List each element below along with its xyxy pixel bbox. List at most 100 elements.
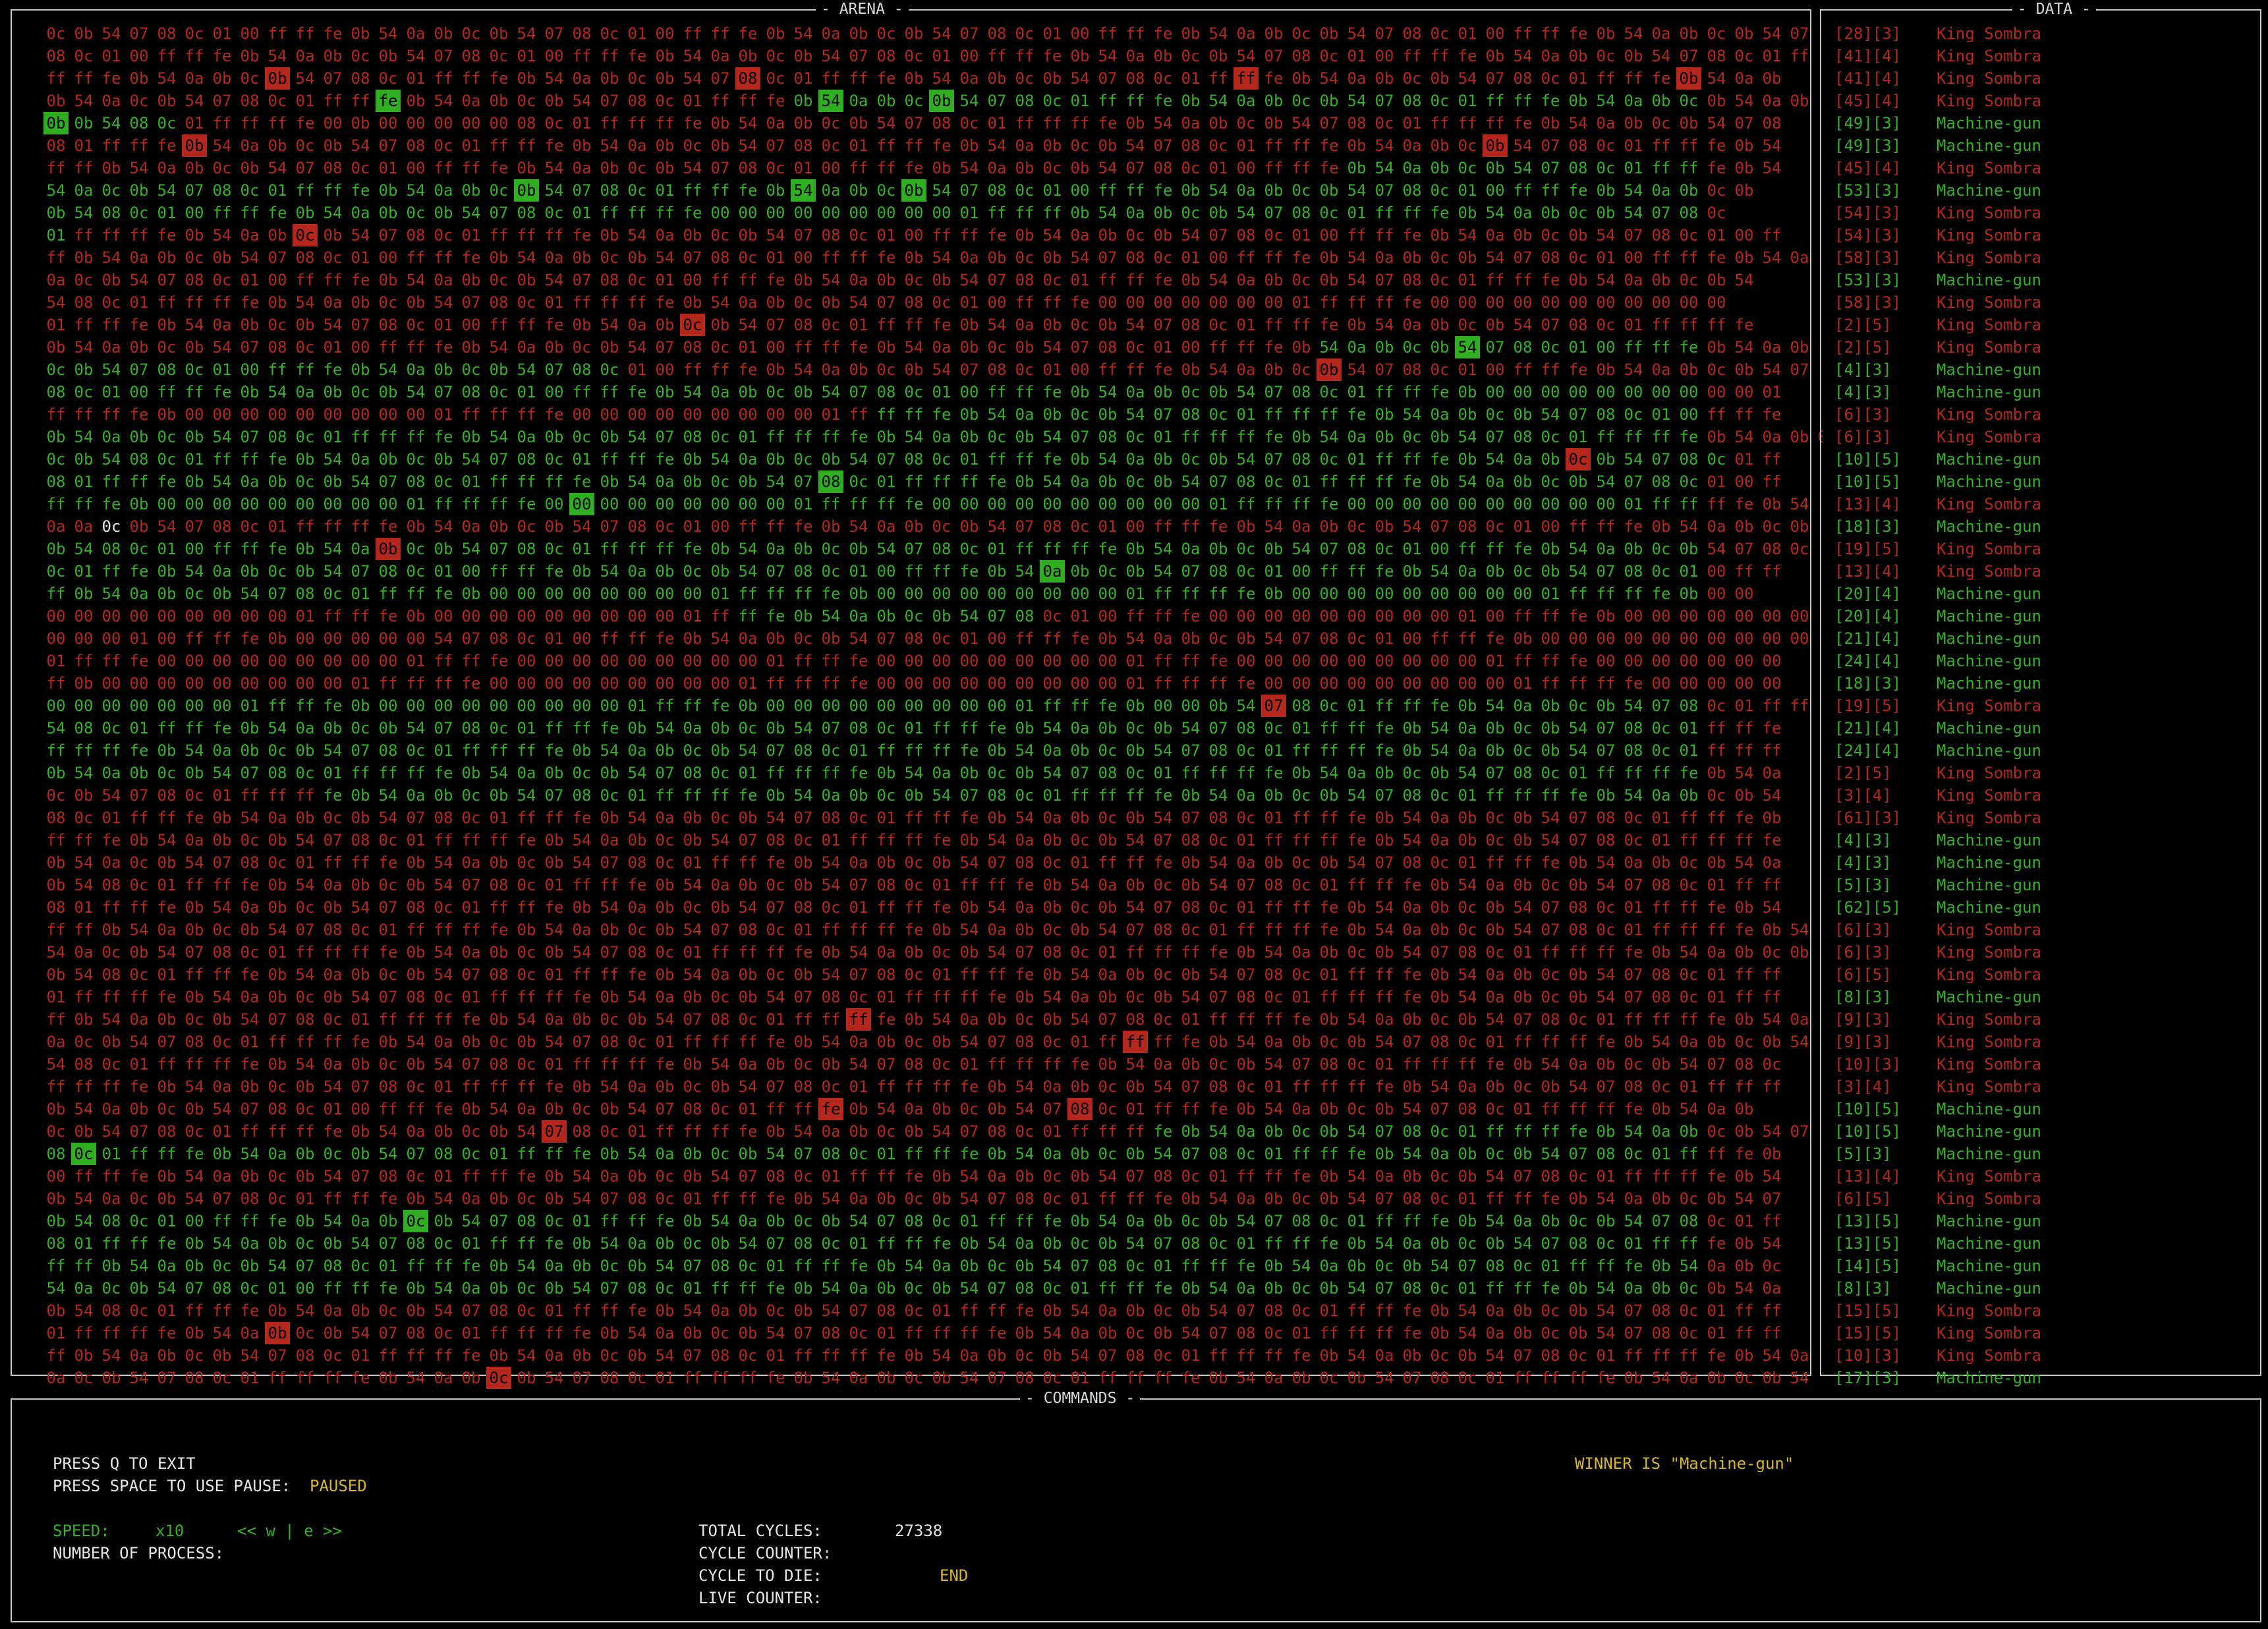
memory-cell: 0c <box>489 181 509 200</box>
memory-cell: 54 <box>572 92 592 110</box>
process-row: [21][4] Machine-gun <box>1834 627 2041 650</box>
memory-cell: ff <box>1707 831 1726 849</box>
memory-cell: 0b <box>1347 159 1367 177</box>
memory-cell: 54 <box>544 921 564 939</box>
memory-cell: ff <box>1319 293 1339 312</box>
memory-cell: ff <box>489 1167 509 1186</box>
memory-cell: 0c <box>572 1100 592 1118</box>
memory-cell: 54 <box>323 450 343 469</box>
memory-cell: 0b <box>1264 1279 1284 1298</box>
memory-cell: 08 <box>323 159 343 177</box>
arena-row: ff ff 0b 54 0a 0b 0c 0b 54 07 08 0c 01 ff ff ff fe 0b 54 0a… <box>43 919 1823 941</box>
memory-cell: 00 <box>1596 338 1616 357</box>
memory-cell: ff <box>157 383 177 401</box>
memory-cell: 07 <box>1568 1145 1588 1163</box>
memory-cell: 0c <box>1125 719 1145 737</box>
memory-cell: ff <box>544 988 564 1006</box>
memory-cell: fe <box>1291 248 1311 267</box>
memory-cell: 54 <box>1208 92 1228 110</box>
champion-name: King Sombra <box>1937 24 2041 43</box>
memory-cell: 0b <box>212 1010 232 1029</box>
memory-cell: 08 <box>1125 1010 1145 1029</box>
memory-cell: ff <box>876 405 896 424</box>
memory-cell: ff <box>295 517 315 536</box>
memory-cell: 01 <box>932 1301 951 1320</box>
memory-cell: 0c <box>1402 338 1422 357</box>
memory-cell: 0c <box>434 226 453 244</box>
memory-cell: ff <box>600 876 619 894</box>
memory-cell: 0b <box>240 383 260 401</box>
arena-row: 0a 0c 0b 54 07 08 0c 01 ff ff ff fe 0b 54 0a 0b 0c 0b 54 07… <box>43 1031 1823 1053</box>
memory-cell: 07 <box>489 1212 509 1230</box>
memory-cell: 0b <box>74 114 94 132</box>
memory-cell: 0c <box>738 719 758 737</box>
memory-cell: 0c <box>1402 428 1422 446</box>
memory-cell: fe <box>1208 943 1228 961</box>
memory-cell: 07 <box>904 114 924 132</box>
memory-cell: 0a <box>240 898 260 917</box>
memory-cell: 07 <box>378 988 398 1006</box>
champion-name: Machine-gun <box>1937 271 2041 289</box>
memory-cell: 0b <box>1208 1369 1228 1387</box>
memory-cell: fe <box>876 1010 896 1029</box>
memory-cell: 0c <box>240 831 260 849</box>
memory-cell: 0c <box>1070 831 1090 849</box>
memory-cell: 01 <box>876 1145 896 1163</box>
memory-cell: 0c <box>1679 965 1699 984</box>
memory-cell: 0a <box>655 988 675 1006</box>
memory-cell: ff <box>600 114 619 132</box>
memory-cell: ff <box>517 562 536 581</box>
memory-cell: 08 <box>46 383 66 401</box>
memory-cell: 54 <box>655 1010 675 1029</box>
memory-cell: 54 <box>572 517 592 536</box>
memory-cell: fe <box>1707 1234 1726 1253</box>
memory-cell: fe <box>1181 607 1201 625</box>
memory-cell: 01 <box>932 47 951 65</box>
memory-cell: 07 <box>904 540 924 558</box>
process-position: [20][4] <box>1834 585 1902 603</box>
memory-cell: ff <box>1042 204 1062 222</box>
process-row: [6][3] King Sombra <box>1834 919 2041 941</box>
memory-cell: 07 <box>683 248 702 267</box>
arena-row: 0b 54 08 0c 01 00 ff ff fe 0b 54 0a 0b 0c 0b 54 07 08 0c 01… <box>43 202 1823 224</box>
memory-cell: 54 <box>1679 943 1699 961</box>
memory-cell: 08 <box>1402 1189 1422 1208</box>
memory-cell: 54 <box>849 943 868 961</box>
memory-cell: 54 <box>406 1033 426 1051</box>
memory-cell: 0b <box>1679 24 1699 43</box>
memory-cell: 00 <box>655 674 675 693</box>
memory-cell: 0a <box>1624 271 1643 289</box>
memory-cell: 0c <box>461 360 481 379</box>
memory-cell: 0a <box>1568 1055 1588 1073</box>
memory-cell: 01 <box>268 517 287 536</box>
memory-cell: 0c <box>1098 1145 1118 1163</box>
memory-cell: 00 <box>184 204 204 222</box>
champion-name: Machine-gun <box>1937 1212 2041 1230</box>
memory-cell: 00 <box>1734 472 1754 491</box>
memory-cell: 08 <box>1596 831 1616 849</box>
memory-cell: ff <box>1125 607 1145 625</box>
memory-cell: 00 <box>904 674 924 693</box>
memory-cell: fe <box>1624 674 1643 693</box>
memory-cell: ff <box>1679 809 1699 827</box>
memory-cell: fe <box>1402 293 1422 312</box>
speed-controls[interactable]: << w | e >> <box>237 1522 342 1540</box>
memory-cell: ff <box>1513 1279 1533 1298</box>
memory-cell: 0c <box>157 428 177 446</box>
memory-cell: 07 <box>1375 181 1394 200</box>
data-title-text: DATA <box>2035 1 2073 18</box>
memory-cell: ff <box>1098 271 1118 289</box>
memory-cell: 0b <box>1762 809 1782 827</box>
memory-cell: ff <box>1762 1077 1782 1096</box>
memory-cell: 0c <box>434 1324 453 1342</box>
memory-cell: ff <box>655 1122 675 1141</box>
memory-cell: ff <box>434 159 453 177</box>
memory-cell: ff <box>932 1077 951 1096</box>
memory-cell: 00 <box>1485 293 1505 312</box>
memory-cell: 01 <box>655 181 675 200</box>
memory-cell: 0a <box>1430 1145 1450 1163</box>
memory-cell: 54 <box>74 764 94 782</box>
memory-cell: 0c <box>1596 898 1616 917</box>
memory-cell: ff <box>821 764 841 782</box>
memory-cell: 0a <box>1651 786 1671 805</box>
